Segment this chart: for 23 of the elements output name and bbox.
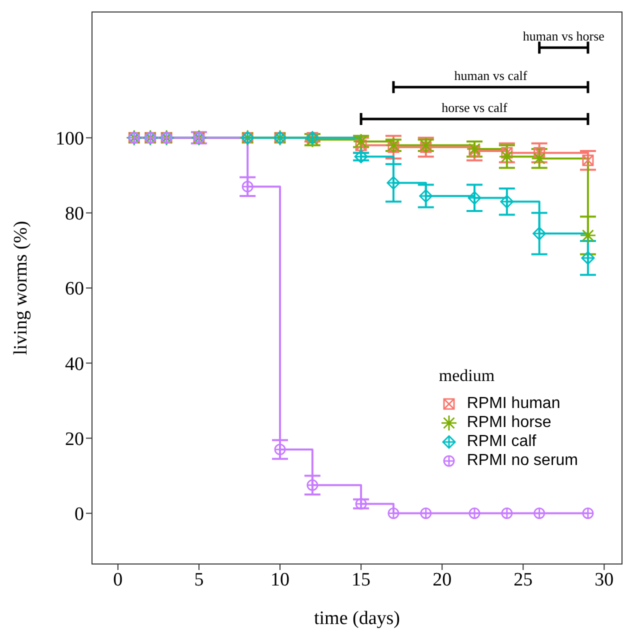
y-tick-label: 20 bbox=[65, 428, 84, 450]
legend-label: RPMI horse bbox=[466, 414, 552, 432]
x-tick-label: 20 bbox=[432, 569, 452, 590]
legend-label: RPMI human bbox=[466, 394, 560, 412]
annotation: horse vs calf bbox=[442, 100, 508, 116]
legend-label: RPMI calf bbox=[466, 432, 536, 450]
x-tick-label: 25 bbox=[514, 569, 533, 590]
legend-label: RPMI no serum bbox=[466, 452, 578, 470]
x-tick-label: 30 bbox=[594, 569, 614, 590]
y-tick-label: 60 bbox=[65, 278, 84, 300]
x-tick-label: 0 bbox=[113, 569, 123, 590]
y-axis-title: living worms (%) bbox=[10, 220, 32, 356]
x-axis-title: time (days) bbox=[314, 608, 400, 629]
y-tick-label: 40 bbox=[65, 354, 84, 375]
x-tick-label: 15 bbox=[352, 569, 371, 590]
annotation: human vs horse bbox=[522, 28, 605, 44]
x-tick-label: 5 bbox=[194, 569, 204, 590]
legend-title: medium bbox=[438, 366, 496, 386]
annotation: human vs calf bbox=[454, 68, 528, 84]
y-tick-label: 100 bbox=[56, 128, 84, 150]
x-tick-label: 10 bbox=[270, 569, 290, 590]
y-tick-label: 80 bbox=[65, 204, 84, 225]
y-tick-label: 0 bbox=[74, 504, 84, 526]
